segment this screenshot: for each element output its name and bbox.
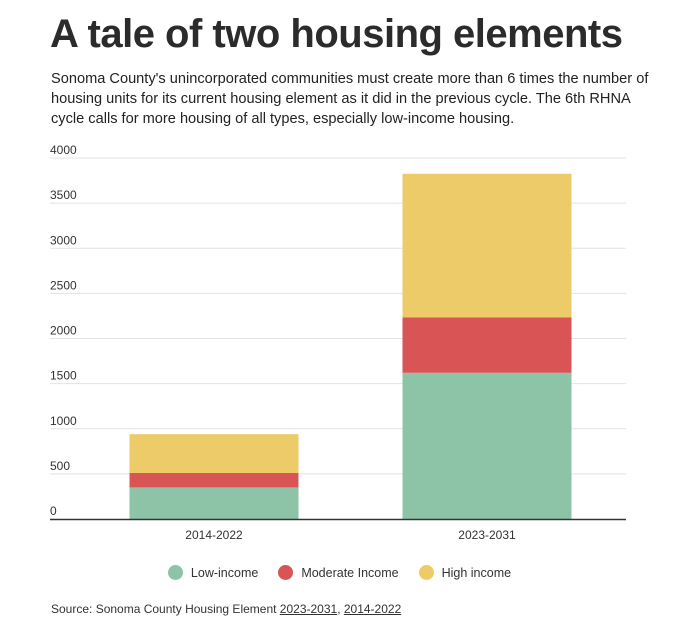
- y-tick-label-2500: 2500: [50, 278, 77, 292]
- legend-swatch-moderate-income: [278, 565, 294, 580]
- bar-2023-2031-high-income: [402, 173, 572, 318]
- y-tick-label-2000: 2000: [50, 324, 77, 338]
- legend-swatch-low-income: [167, 565, 183, 580]
- bar-2014-2022-moderate-income: [129, 472, 299, 488]
- bar-2023-2031-low-income: [402, 372, 572, 519]
- bar-2014-2022-low-income: [129, 487, 299, 519]
- y-tick-label-0: 0: [50, 504, 57, 518]
- y-tick-label-500: 500: [50, 459, 70, 473]
- legend-item-high-income: High income: [418, 565, 512, 580]
- legend-item-low-income: Low-income: [167, 565, 259, 580]
- y-tick-label-4000: 4000: [50, 143, 77, 157]
- stacked-bar-chart: 0 500 1000 1500 2000 2500 3000 3500 4000 2014-202…: [50, 143, 626, 542]
- legend-swatch-high-income: [418, 565, 434, 580]
- legend: Low-income Moderate Income High income: [0, 565, 679, 580]
- axes: 0 500 1000 1500 2000 2500 3000 3500 4000 2014-202…: [50, 143, 626, 542]
- chart-subtitle: Sonoma County's unincorporated communiti…: [51, 71, 649, 127]
- y-tick-label-1000: 1000: [50, 414, 77, 428]
- y-tick-label-3000: 3000: [50, 233, 77, 247]
- source-separator: ,: [337, 602, 344, 616]
- legend-label-moderate-income: Moderate Income: [301, 565, 399, 580]
- source-prefix: Source: Sonoma County Housing Element: [51, 602, 280, 616]
- source-note: Source: Sonoma County Housing Element 20…: [51, 602, 401, 616]
- chart-title: A tale of two housing elements: [50, 12, 623, 56]
- x-category-label-2014-2022: 2014-2022: [185, 528, 243, 542]
- source-link-2023-2031[interactable]: 2023-2031: [279, 602, 338, 616]
- source-link-2014-2022[interactable]: 2014-2022: [343, 602, 402, 616]
- legend-label-low-income: Low-income: [190, 565, 259, 580]
- bars: [129, 173, 572, 519]
- bar-2014-2022-high-income: [129, 434, 299, 473]
- y-tick-label-1500: 1500: [50, 369, 77, 383]
- legend-label-high-income: High income: [441, 565, 512, 580]
- x-category-label-2023-2031: 2023-2031: [458, 528, 516, 542]
- y-tick-label-3500: 3500: [50, 188, 77, 202]
- legend-item-moderate-income: Moderate Income: [278, 565, 399, 580]
- bar-2023-2031-moderate-income: [402, 317, 572, 373]
